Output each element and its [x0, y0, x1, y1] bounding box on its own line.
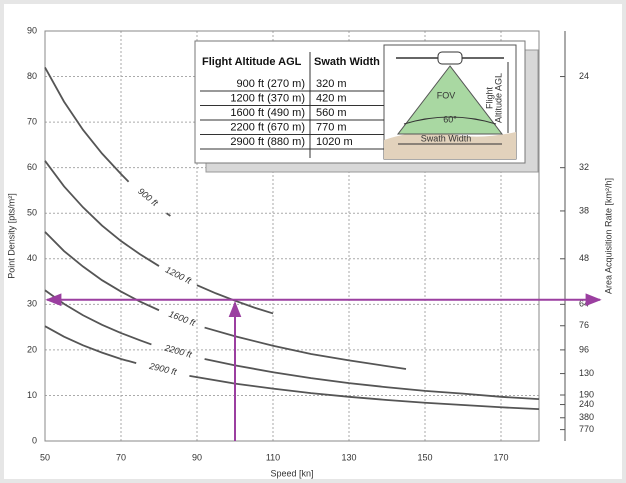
swath-label: Swath Width	[421, 133, 472, 143]
y2-tick-label: 48	[579, 253, 589, 263]
y2-tick-label: 38	[579, 205, 589, 215]
plane-body	[437, 51, 463, 65]
x-tick-label: 150	[417, 452, 432, 462]
table-cell: 420 m	[316, 92, 347, 104]
y2-tick-label: 24	[579, 71, 589, 81]
fov-arc	[403, 116, 497, 125]
table-cell: 2900 ft (880 m)	[230, 136, 305, 148]
altitude-label: Flight	[484, 87, 494, 110]
curve	[44, 325, 540, 411]
y-tick-label: 90	[27, 25, 37, 35]
x-tick-label: 170	[493, 452, 508, 462]
plot-frame	[44, 30, 540, 442]
y2-tick-label: 32	[579, 162, 589, 172]
x-axis-title: Speed [kn]	[270, 468, 313, 478]
y2-tick-label: 130	[579, 368, 594, 378]
table-cell: 1020 m	[316, 136, 353, 148]
inset: Flight Altitude AGL Swath Width 900 ft (27…	[194, 40, 539, 173]
x-tick-label: 90	[192, 452, 202, 462]
table-cell: 770 m	[316, 121, 347, 133]
y2-tick-label: 770	[579, 424, 594, 434]
y-tick-label: 60	[27, 162, 37, 172]
x-tick-label: 50	[40, 452, 50, 462]
y2-tick-label: 96	[579, 344, 589, 354]
y-tick-label: 40	[27, 253, 37, 263]
table-cell: 900 ft (270 m)	[237, 78, 305, 90]
y-tick-label: 10	[27, 390, 37, 400]
table-cell: 1200 ft (370 m)	[230, 92, 305, 104]
x-tick-label: 70	[116, 452, 126, 462]
curve	[44, 67, 171, 217]
table-header: Flight Altitude AGL	[202, 56, 302, 68]
y-tick-label: 50	[27, 208, 37, 218]
altitude-label: Altitude AGL	[493, 73, 503, 123]
y-axis-title: Point Density [pts/m²]	[6, 193, 16, 279]
y2-tick-label: 76	[579, 320, 589, 330]
y-tick-label: 20	[27, 344, 37, 354]
y-tick-label: 30	[27, 299, 37, 309]
y2-tick-label: 240	[579, 399, 594, 409]
y2-axis-title: Area Acquisition Rate [km²/h]	[603, 178, 613, 294]
table-cell: 2200 ft (670 m)	[230, 121, 305, 133]
table-header: Swath Width	[314, 56, 380, 68]
y2-tick-label: 190	[579, 389, 594, 399]
x-tick-label: 110	[266, 452, 280, 462]
y-tick-label: 70	[27, 116, 37, 126]
fov-cone	[396, 65, 504, 135]
y-tick-label: 0	[32, 435, 37, 445]
ground	[384, 132, 516, 159]
x-tick-label: 130	[341, 452, 356, 462]
fov-label: FOV	[437, 90, 456, 100]
y-tick-label: 80	[27, 71, 37, 81]
table-cell: 1600 ft (490 m)	[230, 107, 305, 119]
angle-label: 60°	[443, 114, 457, 124]
table-cell: 320 m	[316, 78, 347, 90]
y2-tick-label: 380	[579, 412, 594, 422]
table-cell: 560 m	[316, 107, 347, 119]
